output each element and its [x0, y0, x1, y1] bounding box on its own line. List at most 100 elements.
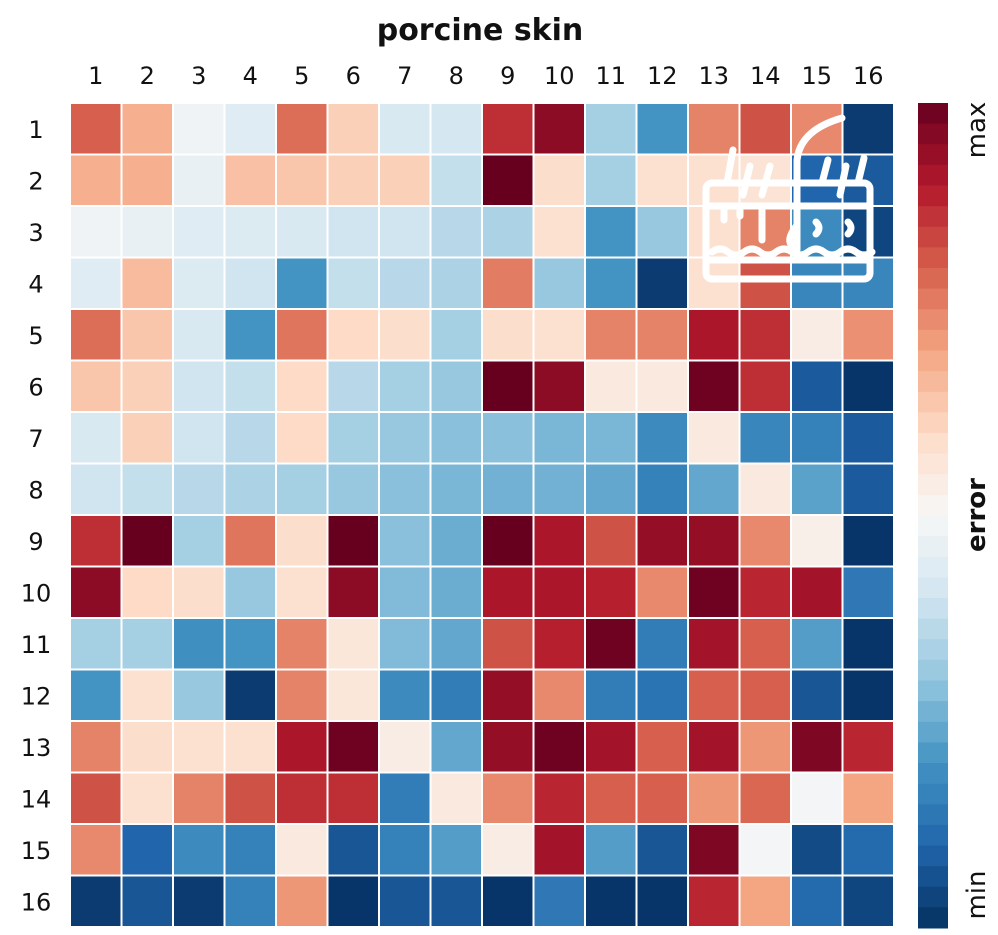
heatmap-cell-r1-c14 — [738, 102, 792, 156]
x-tick-label: 7 — [397, 62, 412, 90]
heatmap-cell-r11-c13 — [687, 617, 741, 671]
y-tick-label: 4 — [28, 270, 43, 298]
heatmap-cell-r10-c5 — [275, 565, 329, 619]
heatmap-cell-r4-c1 — [69, 256, 123, 310]
heatmap-cell-r2-c3 — [172, 153, 226, 207]
heatmap-cell-r7-c11 — [584, 411, 638, 465]
heatmap-cell-r1-c7 — [378, 102, 432, 156]
heatmap-cell-r9-c6 — [326, 514, 380, 568]
heatmap-cell-r16-c16 — [841, 874, 895, 928]
heatmap-cell-r4-c3 — [172, 256, 226, 310]
heatmap-cell-r3-c2 — [120, 205, 174, 259]
heatmap-cell-r8-c12 — [635, 462, 689, 516]
heatmap-cells — [69, 102, 895, 928]
heatmap-cell-r5-c9 — [481, 308, 535, 362]
heatmap-cell-r3-c4 — [223, 205, 277, 259]
heatmap-cell-r10-c4 — [223, 565, 277, 619]
y-tick-label: 1 — [28, 116, 43, 144]
heatmap-cell-r5-c8 — [429, 308, 483, 362]
heatmap-cell-r6-c16 — [841, 359, 895, 413]
heatmap-cell-r7-c7 — [378, 411, 432, 465]
colorbar-segment — [918, 329, 948, 351]
colorbar-segment — [918, 391, 948, 413]
y-tick-label: 16 — [21, 888, 52, 916]
heatmap-cell-r7-c5 — [275, 411, 329, 465]
heatmap-cell-r11-c10 — [532, 617, 586, 671]
y-tick-label: 8 — [28, 476, 43, 504]
heatmap-cell-r9-c15 — [790, 514, 844, 568]
x-tick-label: 3 — [191, 62, 206, 90]
colorbar-segment — [918, 680, 948, 702]
heatmap-cell-r6-c15 — [790, 359, 844, 413]
heatmap-cell-r7-c2 — [120, 411, 174, 465]
heatmap-cell-r8-c13 — [687, 462, 741, 516]
heatmap-cell-r11-c7 — [378, 617, 432, 671]
heatmap-cell-r10-c9 — [481, 565, 535, 619]
heatmap-cell-r1-c8 — [429, 102, 483, 156]
colorbar-segment — [918, 371, 948, 393]
heatmap-cell-r5-c2 — [120, 308, 174, 362]
colorbar-segment — [918, 536, 948, 558]
heatmap-cell-r12-c4 — [223, 668, 277, 722]
y-tick-label: 9 — [28, 528, 43, 556]
heatmap-cell-r16-c3 — [172, 874, 226, 928]
heatmap-cell-r13-c2 — [120, 720, 174, 774]
heatmap-cell-r7-c8 — [429, 411, 483, 465]
heatmap-cell-r1-c16 — [841, 102, 895, 156]
heatmap-cell-r13-c13 — [687, 720, 741, 774]
heatmap-cell-r14-c16 — [841, 771, 895, 825]
heatmap-cell-r9-c3 — [172, 514, 226, 568]
heatmap-cell-r10-c11 — [584, 565, 638, 619]
heatmap-cell-r6-c12 — [635, 359, 689, 413]
heatmap-cell-r14-c1 — [69, 771, 123, 825]
heatmap-cell-r5-c1 — [69, 308, 123, 362]
heatmap-cell-r8-c2 — [120, 462, 174, 516]
heatmap-cell-r1-c11 — [584, 102, 638, 156]
heatmap-cell-r5-c13 — [687, 308, 741, 362]
colorbar-segment — [918, 453, 948, 475]
heatmap-cell-r8-c1 — [69, 462, 123, 516]
heatmap-cell-r15-c2 — [120, 823, 174, 877]
heatmap-cell-r14-c3 — [172, 771, 226, 825]
heatmap-cell-r12-c13 — [687, 668, 741, 722]
heatmap-cell-r12-c15 — [790, 668, 844, 722]
heatmap-cell-r12-c3 — [172, 668, 226, 722]
colorbar-segment — [918, 577, 948, 599]
heatmap-cell-r5-c12 — [635, 308, 689, 362]
heatmap-cell-r2-c7 — [378, 153, 432, 207]
heatmap-cell-r11-c6 — [326, 617, 380, 671]
heatmap-cell-r14-c9 — [481, 771, 535, 825]
heatmap-cell-r16-c8 — [429, 874, 483, 928]
colorbar-segment — [918, 144, 948, 166]
colorbar-segment — [918, 742, 948, 764]
heatmap-cell-r9-c8 — [429, 514, 483, 568]
heatmap-cell-r4-c4 — [223, 256, 277, 310]
heatmap-cell-r13-c3 — [172, 720, 226, 774]
heatmap-cell-r7-c12 — [635, 411, 689, 465]
heatmap-cell-r14-c6 — [326, 771, 380, 825]
heatmap-cell-r16-c6 — [326, 874, 380, 928]
heatmap-cell-r1-c5 — [275, 102, 329, 156]
heatmap-cell-r12-c8 — [429, 668, 483, 722]
heatmap-cell-r4-c12 — [635, 256, 689, 310]
x-tick-label: 10 — [544, 62, 575, 90]
y-tick-label: 6 — [28, 373, 43, 401]
heatmap-cell-r13-c4 — [223, 720, 277, 774]
colorbar-segment — [918, 412, 948, 434]
heatmap-cell-r7-c4 — [223, 411, 277, 465]
heatmap-cell-r16-c9 — [481, 874, 535, 928]
colorbar-segment — [918, 721, 948, 743]
heatmap-cell-r13-c14 — [738, 720, 792, 774]
colorbar-segment — [918, 288, 948, 310]
heatmap-cell-r13-c1 — [69, 720, 123, 774]
heatmap-cell-r1-c12 — [635, 102, 689, 156]
heatmap-cell-r12-c14 — [738, 668, 792, 722]
y-tick-label: 15 — [21, 837, 52, 865]
heatmap-cell-r8-c15 — [790, 462, 844, 516]
heatmap-cell-r11-c8 — [429, 617, 483, 671]
heatmap-cell-r16-c4 — [223, 874, 277, 928]
heatmap-cell-r16-c5 — [275, 874, 329, 928]
x-tick-label: 15 — [801, 62, 832, 90]
x-tick-label: 13 — [698, 62, 729, 90]
